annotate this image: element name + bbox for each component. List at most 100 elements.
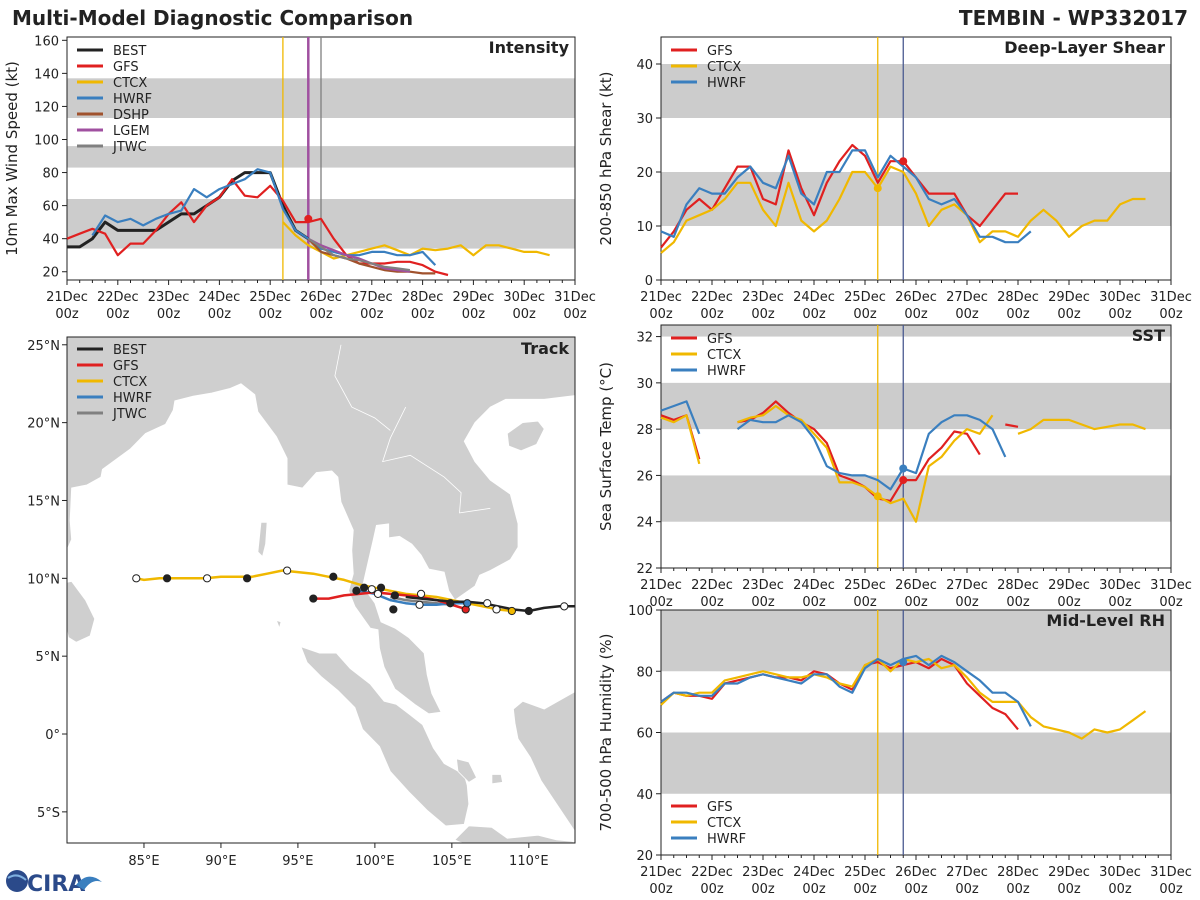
shaded-band: [661, 732, 1171, 794]
y-tick-label: 20: [42, 266, 59, 281]
x-tick-label: 25Dec: [844, 578, 886, 593]
track-point: [524, 606, 533, 616]
x-tick-label: 30Dec: [1099, 290, 1141, 305]
x-tick-label: 21Dec: [46, 290, 88, 305]
legend-label: JTWC: [112, 407, 147, 422]
undefined: [456, 758, 478, 783]
shaded-band: [661, 172, 1171, 226]
lon-tick-label: 95°E: [282, 854, 313, 869]
track-panel: 5°S 0° 5°N 10°N 15°N 20°N 25°N 85°E 90°E 95°E 100°…: [27, 336, 576, 869]
legend-label: GFS: [707, 332, 733, 347]
x-tick-label: 00z: [700, 307, 724, 322]
x-tick-label: 00z: [649, 882, 673, 897]
x-tick-label: 00z: [649, 307, 673, 322]
track-point: [243, 574, 252, 583]
x-tick-label: 00z: [360, 307, 384, 322]
x-tick-label: 00z: [1159, 307, 1183, 322]
x-tick-label: 22Dec: [691, 865, 733, 880]
legend-label: HWRF: [707, 76, 746, 91]
legend-label: DSHP: [113, 108, 149, 123]
x-tick-label: 00z: [208, 307, 232, 322]
legend-label: BEST: [113, 343, 146, 358]
figure-title: Multi-Model Diagnostic Comparison: [12, 6, 413, 30]
x-tick-label: 00z: [955, 307, 979, 322]
track-layer: [132, 566, 575, 616]
y-axis-label: Sea Surface Temp (°C): [597, 362, 615, 531]
init-marker: [873, 184, 882, 193]
border-line: [334, 344, 391, 431]
undefined: [506, 420, 545, 452]
x-tick-label: 00z: [1159, 882, 1183, 897]
shaded-band: [661, 64, 1171, 118]
x-tick-label: 30Dec: [503, 290, 545, 305]
x-tick-label: 21Dec: [640, 578, 682, 593]
x-tick-label: 28Dec: [997, 578, 1039, 593]
x-tick-label: 00z: [157, 307, 181, 322]
track-point: [309, 594, 318, 603]
y-tick-label: 80: [42, 167, 59, 182]
x-tick-label: 23Dec: [742, 865, 784, 880]
undefined: [275, 619, 282, 630]
shaded-band: [661, 475, 1171, 522]
x-tick-label: 00z: [751, 307, 775, 322]
track-point: [283, 566, 292, 575]
legend-label: CTCX: [113, 76, 147, 91]
y-tick-label: 40: [42, 233, 59, 248]
x-tick-label: 00z: [1006, 595, 1030, 610]
x-tick-label: 22Dec: [691, 290, 733, 305]
x-tick-label: 24Dec: [793, 578, 835, 593]
x-tick-label: 00z: [1057, 882, 1081, 897]
cira-logo: CIRA: [6, 870, 102, 897]
lat-tick-label: 5°S: [37, 806, 60, 821]
track-point: [202, 574, 212, 583]
track-point: [360, 583, 369, 592]
legend-label: HWRF: [113, 391, 152, 406]
lat-tick-label: 20°N: [27, 417, 60, 432]
x-tick-label: 30Dec: [1099, 865, 1141, 880]
series-line-ctcx: [737, 404, 994, 523]
x-tick-label: 00z: [700, 882, 724, 897]
y-tick-label: 20: [636, 849, 653, 864]
track-point: [483, 599, 492, 608]
init-marker: [899, 157, 908, 166]
legend-label: HWRF: [707, 364, 746, 379]
shear-panel: 0 10 20 30 40 21Dec 00z 22Dec 00z 23Dec 00z 24Dec 00…: [597, 36, 1192, 322]
lat-tick-label: 10°N: [27, 572, 60, 587]
legend-label: CTCX: [113, 375, 147, 390]
lat-tick-label: 25°N: [27, 339, 60, 354]
track-point: [416, 589, 426, 598]
y-tick-label: 30: [636, 377, 653, 392]
y-tick-label: 60: [636, 727, 653, 742]
y-tick-label: 32: [636, 331, 653, 346]
series-line-ctcx: [1017, 418, 1146, 435]
series-line-ctcx: [660, 414, 701, 465]
undefined: [300, 646, 470, 827]
x-tick-label: 29Dec: [453, 290, 495, 305]
series-line-hwrf: [660, 149, 1032, 244]
legend-label: HWRF: [707, 832, 746, 847]
track-point: [352, 586, 361, 595]
track-point: [507, 606, 516, 616]
x-tick-label: 22Dec: [691, 578, 733, 593]
border-line: [381, 406, 491, 514]
undefined: [454, 825, 575, 843]
track-point: [463, 599, 472, 608]
series-line-ctcx: [282, 221, 550, 260]
x-tick-label: 00z: [751, 882, 775, 897]
x-tick-label: 29Dec: [1048, 290, 1090, 305]
legend-label: CTCX: [707, 348, 741, 363]
land-layer: [67, 337, 575, 843]
undefined: [257, 521, 268, 558]
y-tick-label: 100: [628, 604, 653, 619]
legend-label: CTCX: [707, 60, 741, 75]
x-tick-label: 00z: [904, 307, 928, 322]
y-axis-label: 200-850 hPa Shear (kt): [597, 72, 615, 246]
x-tick-label: 23Dec: [742, 290, 784, 305]
intensity-panel: 20 40 60 80 100 120 140 160 21Dec 00z 22Dec 00z 23De…: [3, 34, 596, 322]
y-tick-label: 10: [636, 220, 653, 235]
y-tick-label: 28: [636, 423, 653, 438]
x-tick-label: 27Dec: [946, 865, 988, 880]
storm-id: TEMBIN - WP332017: [959, 6, 1188, 30]
x-tick-label: 23Dec: [148, 290, 190, 305]
x-tick-label: 21Dec: [640, 865, 682, 880]
